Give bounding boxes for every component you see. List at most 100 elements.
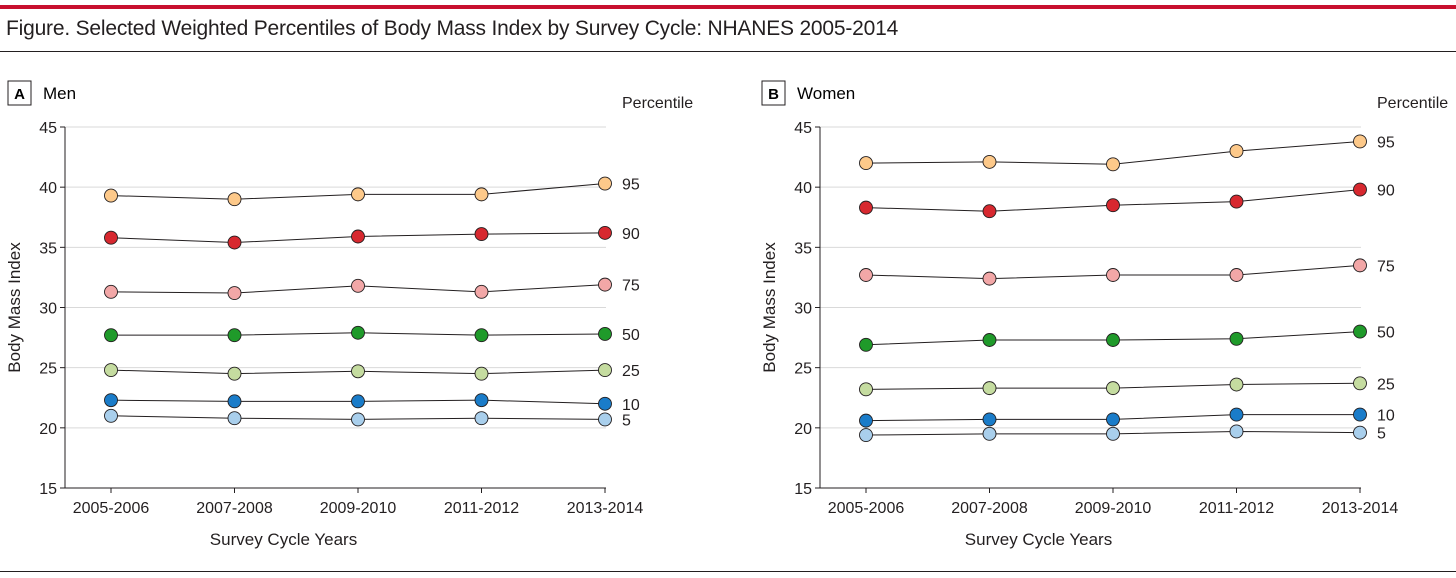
y-tick-label: 15 [39, 481, 57, 498]
data-point [598, 396, 612, 411]
data-point [104, 328, 118, 343]
data-point [474, 284, 489, 299]
bottom-divider [0, 571, 1456, 572]
data-point [859, 382, 873, 397]
data-point [982, 412, 997, 427]
data-point [474, 393, 489, 408]
data-point [1106, 333, 1120, 347]
data-point [1353, 258, 1367, 273]
x-tick-label: 2009-2010 [320, 500, 397, 517]
data-point [474, 366, 489, 381]
y-tick-label: 40 [39, 180, 57, 197]
data-point [351, 278, 365, 293]
panel-letter-box [761, 80, 786, 106]
series-p5: 5 [104, 408, 631, 429]
data-point [859, 200, 873, 215]
series-label: 75 [622, 278, 640, 295]
legend-title: Percentile [622, 95, 693, 112]
y-axis-title: Body Mass Index [760, 242, 779, 373]
data-point [227, 192, 242, 207]
series-p25: 25 [859, 376, 1395, 397]
data-point [1229, 331, 1244, 346]
data-point [351, 412, 365, 427]
series-label: 75 [1377, 258, 1395, 275]
data-point [474, 227, 489, 242]
data-point [1353, 324, 1367, 339]
panel-title: Men [43, 84, 76, 103]
series-p90: 90 [859, 183, 1395, 219]
data-point [1106, 426, 1120, 441]
data-point [104, 284, 118, 299]
data-point [227, 328, 242, 343]
data-point [104, 408, 118, 423]
data-point [598, 225, 612, 240]
series-p10: 10 [104, 393, 640, 414]
series-p50: 50 [104, 325, 640, 344]
data-point [1106, 268, 1120, 282]
data-point [598, 277, 612, 292]
data-point [104, 363, 118, 378]
panel-women: B Women Percentile 15 20 25 30 35 40 45 2005-2006 2… [760, 80, 1448, 549]
y-tick-label: 25 [39, 361, 57, 378]
panel-men: A Men Percentile 15 20 25 30 35 40 45 2005-2006 200… [5, 80, 693, 549]
series-label: 10 [622, 397, 640, 414]
panel-letter-box [7, 80, 32, 106]
data-point [227, 235, 242, 250]
data-point [351, 394, 365, 409]
y-tick-label: 15 [794, 481, 812, 498]
series-p75: 75 [104, 277, 640, 301]
x-tick-label: 2007-2008 [196, 500, 273, 517]
series-label: 90 [1377, 183, 1395, 200]
series-label: 25 [622, 363, 640, 380]
top-accent-rule [0, 5, 1456, 9]
y-tick-label: 35 [39, 240, 57, 257]
data-point [1229, 194, 1244, 209]
data-point [982, 271, 997, 286]
data-point [1106, 198, 1120, 213]
data-point [1106, 157, 1120, 172]
data-point [598, 363, 612, 378]
panel-letter: B [768, 86, 779, 103]
data-point [982, 154, 997, 169]
data-point [474, 187, 489, 202]
data-point [598, 412, 612, 427]
data-point [1353, 425, 1367, 440]
x-tick-label: 2011-2012 [1199, 500, 1274, 517]
data-point [104, 188, 118, 203]
data-point [1229, 144, 1244, 159]
x-tick-label: 2013-2014 [567, 500, 644, 517]
y-tick-label: 30 [39, 301, 57, 318]
series-p10: 10 [859, 408, 1395, 428]
data-point [1353, 134, 1367, 149]
data-point [351, 364, 365, 379]
y-tick-label: 25 [794, 361, 812, 378]
data-point [227, 394, 242, 409]
figure-title: Figure. Selected Weighted Percentiles of… [6, 17, 899, 40]
series-label: 50 [1377, 325, 1395, 342]
data-point [598, 176, 612, 191]
x-tick-label: 2005-2006 [828, 500, 905, 517]
y-tick-label: 45 [794, 120, 812, 137]
data-point [859, 428, 873, 443]
data-point [351, 229, 365, 244]
data-point [1106, 381, 1120, 396]
panel-title: Women [797, 84, 855, 103]
data-point [351, 187, 365, 202]
series-label: 25 [1377, 376, 1395, 393]
x-tick-label: 2009-2010 [1075, 500, 1152, 517]
y-axis-title: Body Mass Index [5, 242, 24, 373]
y-tick-label: 20 [794, 421, 812, 438]
data-point [227, 366, 242, 381]
y-tick-label: 20 [39, 421, 57, 438]
legend-title: Percentile [1377, 95, 1448, 112]
data-point [982, 333, 997, 347]
series-p25: 25 [104, 363, 640, 381]
y-tick-label: 40 [794, 180, 812, 197]
data-point [227, 286, 242, 301]
data-point [104, 393, 118, 408]
title-divider [0, 51, 1456, 52]
series-label: 95 [1377, 134, 1395, 151]
series-p50: 50 [859, 324, 1395, 352]
y-tick-label: 45 [39, 120, 57, 137]
x-axis-title: Survey Cycle Years [210, 530, 357, 549]
